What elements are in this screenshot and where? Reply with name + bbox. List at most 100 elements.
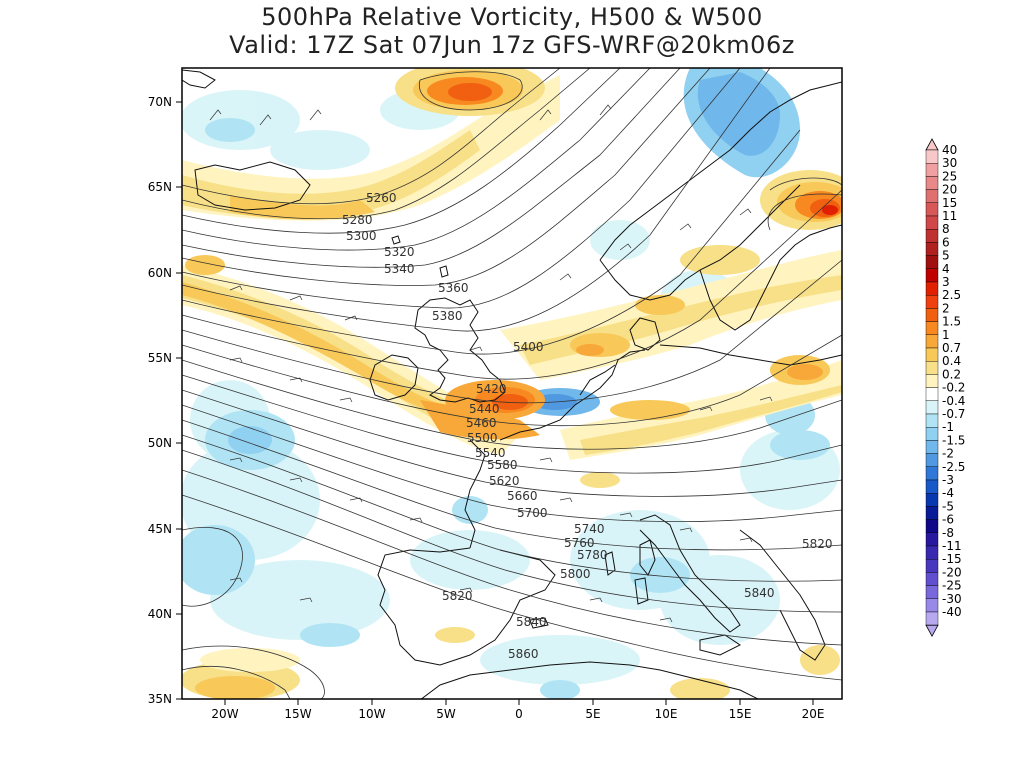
legend-swatch (925, 479, 939, 494)
legend-swatch (925, 387, 939, 402)
contour-label: 5580 (487, 458, 518, 472)
legend-swatch (925, 585, 939, 599)
legend-label: -6 (942, 513, 954, 527)
lat-label: 50N (148, 436, 172, 450)
legend-swatch (925, 215, 939, 230)
map-title: 500hPa Relative Vorticity, H500 & W500 (261, 3, 763, 31)
contour-label: 5380 (432, 309, 463, 323)
contour-label: 5360 (438, 281, 469, 295)
contour-label: 5540 (475, 446, 506, 460)
legend-swatch (925, 545, 939, 560)
contour-label: 5440 (469, 402, 500, 416)
longitude-labels: 20W 15W 10W 5W 0 5E 10E 15E 20E (211, 707, 824, 721)
lon-label: 20E (802, 707, 825, 721)
latitude-labels: 70N 65N 60N 55N 50N 45N 40N 35N (148, 95, 172, 706)
legend-label: -1 (942, 420, 954, 434)
legend-label: 0.4 (942, 354, 961, 368)
legend-label: -2 (942, 447, 954, 461)
legend-swatch (925, 427, 939, 441)
legend-swatch (925, 559, 939, 573)
legend-swatch (925, 453, 939, 468)
legend-label: 25 (942, 169, 957, 183)
lon-label: 15E (729, 707, 752, 721)
legend-label: -20 (942, 565, 962, 579)
legend-label: -15 (942, 552, 962, 566)
legend-swatch (925, 374, 939, 388)
legend-swatch (925, 466, 939, 481)
contour-label: 5460 (466, 416, 497, 430)
legend-label: 0.2 (942, 367, 961, 381)
legend-swatch (925, 202, 939, 217)
contour-label: 5660 (507, 489, 538, 503)
legend-swatch (925, 598, 939, 613)
vorticity-field: 5260 5280 5300 5320 5340 5360 5380 5400 … (182, 68, 842, 699)
contour-label: 5780 (577, 548, 608, 562)
contour-label: 5860 (508, 647, 539, 661)
lat-label: 60N (148, 266, 172, 280)
legend-swatch (925, 347, 939, 362)
color-legend: 403025201511865432.521.510.70.40.2-0.2-0… (925, 138, 965, 638)
wind-barbs (209, 104, 773, 623)
legend-label: -3 (942, 473, 954, 487)
legend-swatch (925, 532, 939, 547)
contour-label: 5820 (442, 589, 473, 603)
legend-label: 30 (942, 156, 957, 170)
legend-label: 4 (942, 262, 950, 276)
longitude-axis (224, 699, 814, 705)
legend-label: -0.2 (942, 381, 965, 395)
legend-label: -5 (942, 499, 954, 513)
legend-swatch (925, 162, 939, 177)
legend-label: -25 (942, 579, 962, 593)
lat-label: 65N (148, 180, 172, 194)
legend-label: 20 (942, 183, 957, 197)
legend-label: -4 (942, 486, 954, 500)
legend-label: 2.5 (942, 288, 961, 302)
lon-label: 15W (284, 707, 311, 721)
legend-swatch (925, 242, 939, 256)
legend-label: -30 (942, 592, 962, 606)
contour-labels: 5260 5280 5300 5320 5340 5360 5380 5400 … (342, 191, 833, 661)
legend-label: -0.4 (942, 394, 965, 408)
map-frame (181, 67, 843, 700)
contour-label: 5760 (564, 536, 595, 550)
lon-label: 5W (436, 707, 456, 721)
legend-label: -11 (942, 539, 962, 553)
legend-swatch (925, 572, 939, 586)
legend-swatch (925, 611, 939, 626)
legend-label: 1 (942, 328, 950, 342)
legend-swatch (925, 440, 939, 454)
legend-label: -1.5 (942, 433, 965, 447)
contour-label: 5280 (342, 213, 373, 227)
height-contours (182, 68, 842, 699)
legend-swatch (925, 149, 939, 164)
latitude-axis (176, 101, 182, 700)
contour-label: 5300 (346, 229, 377, 243)
contour-label: 5500 (467, 431, 498, 445)
legend-swatch (925, 295, 939, 309)
legend-label: 1.5 (942, 315, 961, 329)
legend-label: -2.5 (942, 460, 965, 474)
legend-label: 5 (942, 249, 950, 263)
lon-label: 10W (358, 707, 385, 721)
legend-label: -8 (942, 526, 954, 540)
legend-label: 2 (942, 301, 950, 315)
legend-swatch (925, 189, 939, 204)
contour-label: 5260 (366, 191, 397, 205)
legend-label: -0.7 (942, 407, 965, 421)
legend-arrow-bottom (925, 624, 939, 638)
legend-label: 3 (942, 275, 950, 289)
legend-swatch (925, 228, 939, 243)
contour-label: 5820 (802, 537, 833, 551)
legend-label: 6 (942, 235, 950, 249)
contour-label: 5420 (476, 382, 507, 396)
contour-label: 5740 (574, 522, 605, 536)
lat-label: 70N (148, 95, 172, 109)
lat-label: 40N (148, 607, 172, 621)
lat-label: 35N (148, 692, 172, 706)
map-subtitle: Valid: 17Z Sat 07Jun 17z GFS-WRF@20km06z (229, 31, 795, 59)
legend-label: 8 (942, 222, 950, 236)
contour-label: 5840 (516, 615, 547, 629)
contour-label: 5340 (384, 262, 415, 276)
legend-arrow-top (925, 138, 939, 151)
legend-swatch (925, 321, 939, 336)
